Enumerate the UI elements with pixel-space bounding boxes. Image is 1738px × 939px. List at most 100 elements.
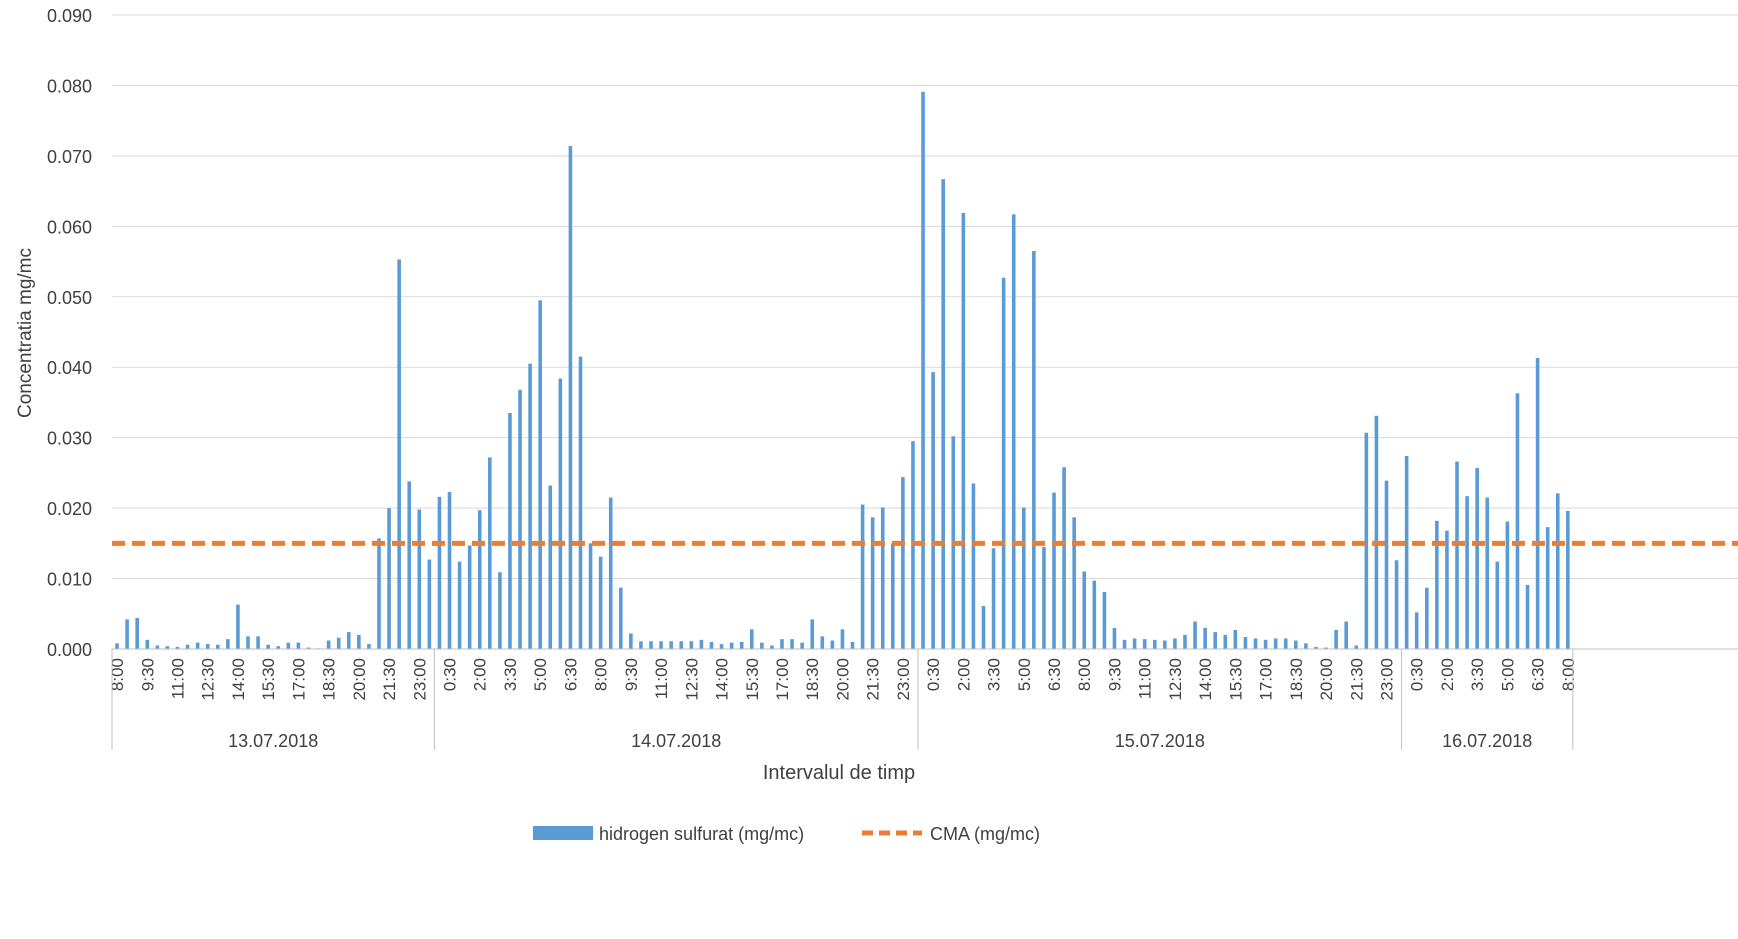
x-tick-label: 18:30: [803, 658, 822, 701]
bar: [528, 363, 532, 649]
x-tick-label: 15:30: [743, 658, 762, 701]
bar: [931, 372, 935, 649]
bar: [891, 543, 895, 649]
bar: [165, 646, 170, 649]
x-tick-label: 20:00: [833, 658, 852, 701]
x-axis: 8:00 9:30 11:00 12:30 14:00 15:30 17:00 18:30 20…: [108, 648, 1738, 751]
x-tick-label: 2:00: [1438, 658, 1457, 691]
bar: [296, 642, 301, 649]
bar: [1374, 415, 1379, 649]
y-axis-title: Concentratia mg/mc: [15, 248, 36, 418]
bar: [880, 507, 885, 649]
bar: [1273, 638, 1278, 649]
bar: [729, 642, 734, 649]
bar: [336, 637, 341, 649]
bar: [568, 146, 573, 649]
bar: [1324, 647, 1328, 649]
x-tick-label: 5:00: [531, 658, 550, 691]
bar: [115, 643, 119, 649]
x-tick-label: 8:00: [1559, 658, 1578, 691]
bar: [941, 179, 945, 649]
bar: [830, 640, 835, 649]
bar: [1505, 521, 1510, 649]
x-tick-label: 14:00: [1196, 658, 1215, 701]
x-tick-label: 0:30: [924, 658, 943, 691]
bar: [860, 504, 865, 649]
x-tick-label: 3:30: [1468, 658, 1487, 691]
bar: [709, 641, 714, 649]
bar: [236, 604, 240, 649]
bar: [1072, 517, 1076, 649]
bar: [961, 212, 966, 649]
x-tick-label: 18:30: [1287, 658, 1306, 701]
x-tick-label: 8:00: [592, 658, 611, 691]
bar: [558, 378, 563, 649]
x-tick-label: 12:30: [682, 658, 701, 701]
bar: [1001, 277, 1006, 649]
bar: [498, 572, 502, 649]
y-tick-label: 0.050: [47, 288, 92, 308]
bar: [629, 633, 633, 649]
bar: [246, 636, 250, 649]
bar: [377, 538, 381, 649]
legend: hidrogen sulfurat (mg/mc) CMA (mg/mc): [533, 824, 1040, 844]
y-tick-label: 0.020: [47, 499, 92, 519]
bar: [1283, 638, 1288, 649]
bar: [1445, 530, 1449, 649]
x-tick-label: 23:00: [410, 658, 429, 701]
legend-label-bars: hidrogen sulfurat (mg/mc): [599, 824, 804, 844]
bar: [649, 641, 653, 649]
bar: [1173, 638, 1177, 649]
bar: [689, 641, 694, 649]
bar: [578, 356, 583, 649]
bar: [1384, 480, 1389, 649]
x-tick-label: 14:00: [713, 658, 732, 701]
x-tick-label: 5:00: [1015, 658, 1034, 691]
x-tick-label: 21:30: [864, 658, 883, 701]
bar: [518, 389, 522, 649]
x-tick-label: 11:00: [1136, 658, 1155, 699]
bar: [1112, 627, 1117, 649]
bar: [467, 545, 472, 649]
bar: [266, 644, 270, 649]
y-tick-label: 0.060: [47, 217, 92, 237]
bar: [639, 641, 643, 649]
bar: [205, 644, 210, 649]
y-tick-label: 0.010: [47, 570, 92, 590]
x-tick-label: 6:30: [561, 658, 580, 691]
bar: [1062, 467, 1066, 649]
bar: [367, 644, 371, 649]
bar: [971, 483, 976, 649]
bar: [306, 647, 311, 649]
y-tick-label: 0.090: [47, 6, 92, 26]
bar: [659, 641, 663, 649]
bar: [1354, 645, 1359, 649]
bar: [1213, 632, 1218, 649]
bar: [1193, 621, 1197, 649]
bar: [1042, 546, 1046, 649]
bar: [618, 587, 623, 649]
x-tick-label: 17:00: [1257, 658, 1276, 701]
gridlines: [112, 14, 1738, 580]
x-tick-label: 12:30: [1166, 658, 1185, 701]
x-tick-label: 6:30: [1529, 658, 1548, 691]
bar: [739, 641, 744, 649]
bar: [1344, 621, 1348, 649]
x-tick-label: 2:00: [954, 658, 973, 691]
bar: [1183, 634, 1187, 649]
bar: [1132, 638, 1137, 649]
legend-label-cma: CMA (mg/mc): [930, 824, 1040, 844]
bar: [1394, 560, 1399, 649]
bar: [790, 639, 794, 649]
x-tick-label: 23:00: [894, 658, 913, 701]
bar: [1263, 639, 1268, 649]
bar: [276, 646, 281, 649]
x-tick-label: 12:30: [199, 658, 218, 701]
x-tick-label: 11:00: [169, 658, 188, 699]
bar: [1334, 629, 1338, 649]
bar: [427, 559, 432, 649]
bar: [1122, 639, 1127, 649]
bar: [437, 496, 442, 649]
bar: [145, 639, 150, 649]
